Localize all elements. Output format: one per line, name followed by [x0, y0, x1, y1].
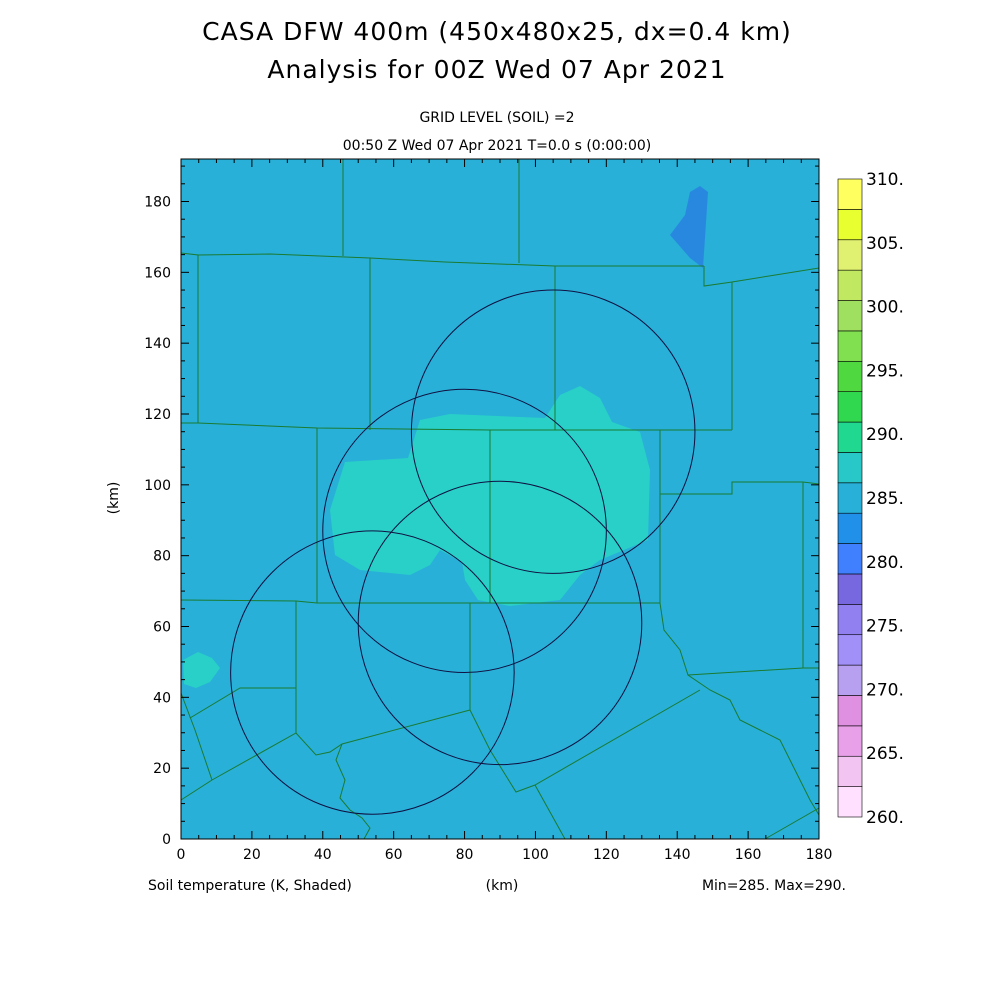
warm-soil-patch-west — [183, 652, 220, 688]
y-tick-label: 60 — [153, 620, 171, 636]
colorbar-swatch — [837, 695, 863, 727]
colorbar-swatch — [837, 634, 863, 666]
y-tick-label: 0 — [162, 832, 171, 848]
colorbar-swatch — [837, 664, 863, 696]
y-tick-label: 140 — [144, 336, 171, 352]
colorbar-swatch — [837, 209, 863, 241]
colorbar-swatch — [837, 239, 863, 271]
cool-soil-region — [670, 186, 708, 268]
y-tick-label: 180 — [144, 195, 171, 211]
colorbar-label: 260. — [866, 808, 904, 828]
colorbar-label: 285. — [866, 489, 904, 509]
colorbar-swatch — [837, 421, 863, 453]
colorbar-swatch — [837, 482, 863, 514]
y-tick-label: 80 — [153, 549, 171, 565]
radar-ring-southeast — [357, 480, 643, 766]
colorbar-swatch — [837, 512, 863, 544]
x-tick-label: 140 — [664, 847, 691, 863]
colorbar-swatch — [837, 178, 863, 210]
colorbar — [837, 178, 863, 818]
x-tick-label: 120 — [593, 847, 620, 863]
colorbar-swatch — [837, 360, 863, 392]
colorbar-labels: 310. 305. 300. 295. 290. 285. 280. 275. 270. 265.… — [866, 170, 904, 828]
x-tick-label: 60 — [385, 847, 403, 863]
x-tick-label: 160 — [735, 847, 762, 863]
colorbar-swatch — [837, 573, 863, 605]
x-tick-label: 100 — [522, 847, 549, 863]
x-axis: 0 20 40 60 80 100 120 140 160 180 — [177, 159, 833, 863]
y-axis-label: (km) — [106, 482, 122, 515]
y-tick-label: 160 — [144, 265, 171, 281]
colorbar-swatch — [837, 755, 863, 787]
radar-range-rings — [230, 289, 696, 815]
min-max-label: Min=285. Max=290. — [702, 878, 846, 894]
grid-level-label: GRID LEVEL (SOIL) =2 — [419, 110, 574, 126]
colorbar-label: 270. — [866, 680, 904, 700]
colorbar-label: 280. — [866, 553, 904, 573]
colorbar-label: 290. — [866, 425, 904, 445]
colorbar-swatch — [837, 269, 863, 301]
colorbar-swatch — [837, 452, 863, 484]
colorbar-swatch — [837, 725, 863, 757]
y-tick-label: 20 — [153, 761, 171, 777]
colorbar-swatch — [837, 543, 863, 575]
colorbar-label: 295. — [866, 361, 904, 381]
colorbar-swatch — [837, 330, 863, 362]
y-axis: 0 20 40 60 80 100 120 140 160 180 — [144, 165, 819, 848]
x-tick-label: 0 — [177, 847, 186, 863]
figure-title-line1: CASA DFW 400m (450x480x25, dx=0.4 km) — [202, 17, 792, 46]
figure-title-line2: Analysis for 00Z Wed 07 Apr 2021 — [267, 55, 726, 84]
y-tick-label: 120 — [144, 407, 171, 423]
colorbar-label: 265. — [866, 744, 904, 764]
radar-ring-southwest — [230, 530, 515, 815]
x-tick-label: 80 — [456, 847, 474, 863]
y-tick-label: 40 — [153, 690, 171, 706]
colorbar-swatch — [837, 300, 863, 332]
x-tick-label: 180 — [806, 847, 833, 863]
radar-ring-center — [322, 388, 607, 674]
colorbar-swatch — [837, 604, 863, 636]
x-axis-label: (km) — [486, 878, 519, 894]
colorbar-swatch — [837, 391, 863, 423]
y-tick-label: 100 — [144, 478, 171, 494]
x-tick-label: 20 — [243, 847, 261, 863]
radar-ring-northeast — [410, 289, 696, 574]
valid-time-label: 00:50 Z Wed 07 Apr 2021 T=0.0 s (0:00:00… — [343, 138, 651, 154]
field-description: Soil temperature (K, Shaded) — [148, 878, 352, 894]
map-plot-area — [180, 158, 820, 840]
x-tick-label: 40 — [314, 847, 332, 863]
colorbar-swatch — [837, 786, 863, 818]
colorbar-label: 305. — [866, 234, 904, 254]
colorbar-label: 300. — [866, 298, 904, 318]
colorbar-label: 310. — [866, 170, 904, 190]
county-boundaries — [180, 159, 820, 840]
colorbar-label: 275. — [866, 617, 904, 637]
